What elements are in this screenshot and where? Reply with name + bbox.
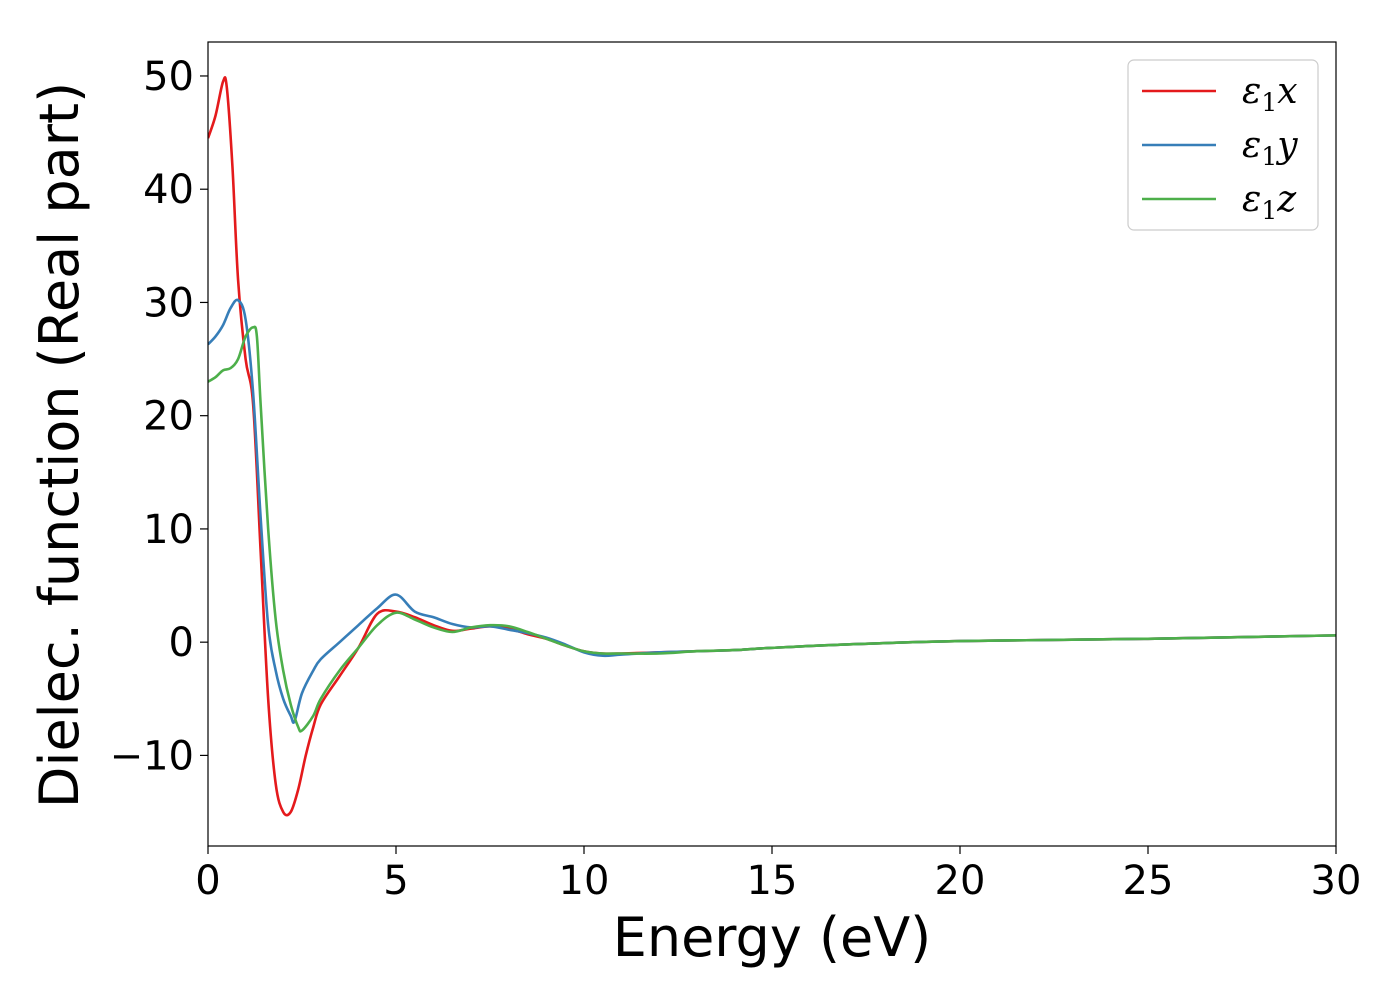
legend-box [1127, 59, 1319, 231]
y-tick-label: 0 [169, 620, 194, 666]
x-axis-title: Energy (eV) [613, 906, 932, 969]
y-tick-label: 30 [143, 280, 194, 326]
x-tick-label: 20 [935, 858, 986, 904]
series-line-y [208, 298, 1336, 724]
series-line-z [208, 325, 1336, 733]
legend-label-z: ε1z [1242, 179, 1297, 225]
y-tick-label: 10 [143, 507, 194, 553]
y-tick-label: 40 [143, 167, 194, 213]
legend: ε1x ε1y ε1z [1127, 59, 1319, 231]
x-tick-label: 25 [1123, 858, 1174, 904]
x-tick-label: 0 [195, 858, 220, 904]
axes-layer: 0 5 10 15 20 25 30 −10 0 10 20 30 40 50 [110, 41, 1362, 904]
legend-label-y: ε1y [1242, 125, 1298, 171]
x-tick-label: 5 [383, 858, 408, 904]
series-layer [208, 76, 1336, 817]
x-tick-label: 15 [747, 858, 798, 904]
y-tick-label: 50 [143, 54, 194, 100]
legend-label-x: ε1x [1242, 71, 1298, 117]
y-tick-label: 20 [143, 394, 194, 440]
y-tick-label: −10 [110, 733, 194, 779]
x-tick-label: 30 [1311, 858, 1362, 904]
x-tick-label: 10 [559, 858, 610, 904]
y-axis-title: Dielec. function (Real part) [28, 82, 91, 808]
